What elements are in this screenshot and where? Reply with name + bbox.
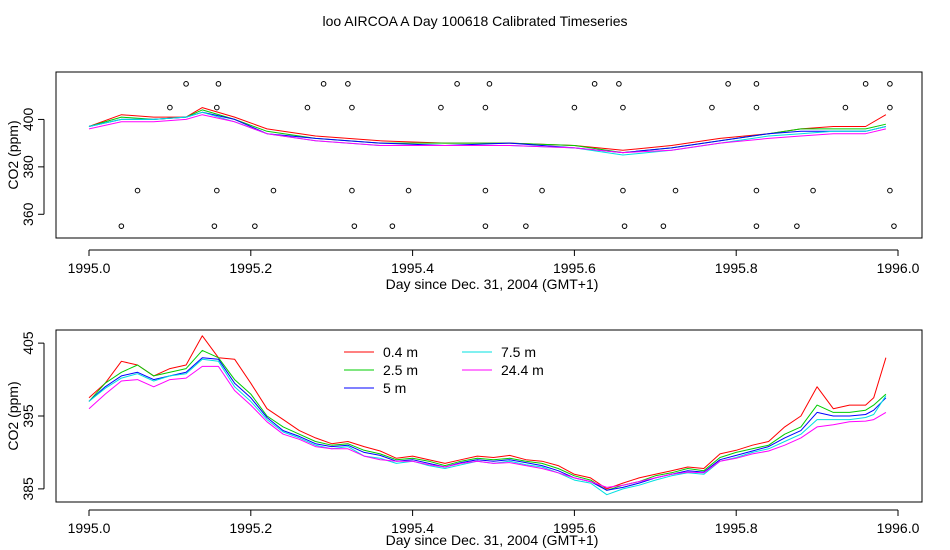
data-marker xyxy=(211,223,218,229)
data-marker xyxy=(810,187,816,194)
y-tick-label: 395 xyxy=(20,404,36,428)
x-axis-label: Day since Dec. 31, 2004 (GMT+1) xyxy=(386,532,599,548)
data-marker xyxy=(539,187,545,194)
data-marker xyxy=(753,187,760,194)
data-marker xyxy=(349,104,355,111)
data-marker xyxy=(571,104,578,111)
x-tick-label: 1995.2 xyxy=(229,260,272,276)
data-marker xyxy=(887,187,893,194)
data-marker xyxy=(616,81,622,87)
data-marker xyxy=(134,187,141,194)
data-marker xyxy=(620,104,626,111)
data-marker xyxy=(183,81,189,87)
x-tick-label: 1995.2 xyxy=(229,520,272,536)
data-marker xyxy=(270,187,277,194)
series-lines xyxy=(88,107,887,156)
y-tick-label: 405 xyxy=(20,331,36,355)
data-marker xyxy=(454,81,460,87)
data-marker xyxy=(591,81,598,87)
data-marker xyxy=(660,223,667,229)
series-lines xyxy=(88,335,887,496)
x-tick-label: 1995.0 xyxy=(68,260,111,276)
plot-frame xyxy=(55,329,923,503)
x-axis: 1995.0 1995.2 1995.4 1995.6 1995.8 1996.0 xyxy=(68,509,920,536)
data-marker xyxy=(304,104,311,111)
data-marker xyxy=(891,223,897,229)
data-marker xyxy=(842,104,849,111)
series-line xyxy=(88,111,887,154)
x-tick-label: 1995.8 xyxy=(715,260,758,276)
y-axis: 360 380 400 xyxy=(20,108,45,226)
data-marker xyxy=(725,81,731,87)
x-axis-label: Day since Dec. 31, 2004 (GMT+1) xyxy=(386,276,599,292)
x-axis: 1995.0 1995.2 1995.4 1995.6 1995.8 1996.0 xyxy=(68,249,920,276)
data-marker xyxy=(214,104,220,111)
data-marker xyxy=(482,104,489,111)
data-marker xyxy=(214,187,220,194)
data-marker xyxy=(621,223,628,229)
legend-label: 2.5 m xyxy=(383,362,418,378)
data-marker xyxy=(118,223,125,229)
x-tick-label: 1996.0 xyxy=(877,260,920,276)
data-marker xyxy=(405,187,412,194)
data-marker xyxy=(794,223,800,229)
series-line xyxy=(88,349,887,491)
data-marker xyxy=(252,223,258,229)
x-tick-label: 1995.6 xyxy=(553,260,596,276)
legend-label: 5 m xyxy=(383,380,406,396)
data-marker xyxy=(753,81,760,87)
y-axis-label: CO2 (ppm) xyxy=(5,381,21,450)
series-line xyxy=(88,335,887,490)
data-marker xyxy=(862,81,869,87)
data-marker xyxy=(482,187,489,194)
legend-label: 0.4 m xyxy=(383,344,418,360)
data-marker xyxy=(887,81,893,87)
data-marker xyxy=(389,223,396,229)
data-marker xyxy=(709,104,715,111)
series-line xyxy=(88,358,887,496)
y-axis: 385 395 405 xyxy=(20,331,45,501)
series-line xyxy=(88,114,887,154)
x-tick-label: 1995.8 xyxy=(715,520,758,536)
series-line xyxy=(88,357,887,491)
y-tick-label: 400 xyxy=(20,108,36,132)
y-tick-label: 385 xyxy=(20,477,36,501)
figure-title: loo AIRCOA A Day 100618 Calibrated Times… xyxy=(322,13,627,29)
marker-group xyxy=(118,81,897,229)
x-tick-label: 1995.4 xyxy=(391,520,434,536)
data-marker xyxy=(351,223,358,229)
y-tick-label: 380 xyxy=(20,155,36,179)
data-marker xyxy=(320,81,327,87)
legend-label: 7.5 m xyxy=(501,344,536,360)
data-marker xyxy=(753,104,760,111)
legend: 0.4 m 2.5 m 5 m 7.5 m 24.4 m xyxy=(344,344,544,396)
data-marker xyxy=(672,187,679,194)
data-marker xyxy=(345,81,351,87)
x-tick-label: 1995.6 xyxy=(553,520,596,536)
data-marker xyxy=(887,104,893,111)
series-line xyxy=(88,365,887,488)
x-tick-label: 1995.0 xyxy=(68,520,111,536)
data-marker xyxy=(167,104,173,111)
data-marker xyxy=(620,187,626,194)
data-marker xyxy=(438,104,444,111)
legend-label: 24.4 m xyxy=(501,362,544,378)
panel-bottom: 1995.0 1995.2 1995.4 1995.6 1995.8 1996.0 385… xyxy=(5,329,923,548)
data-marker xyxy=(215,81,222,87)
y-axis-label: CO2 (ppm) xyxy=(5,120,21,189)
data-marker xyxy=(753,223,760,229)
x-tick-label: 1996.0 xyxy=(877,520,920,536)
data-marker xyxy=(486,81,493,87)
plot-frame xyxy=(55,71,923,239)
x-tick-label: 1995.4 xyxy=(391,260,434,276)
data-marker xyxy=(349,187,355,194)
y-tick-label: 360 xyxy=(20,202,36,226)
panel-top: 1995.0 1995.2 1995.4 1995.6 1995.8 1996.0 360… xyxy=(5,71,923,292)
data-marker xyxy=(482,223,489,229)
data-marker xyxy=(523,223,529,229)
